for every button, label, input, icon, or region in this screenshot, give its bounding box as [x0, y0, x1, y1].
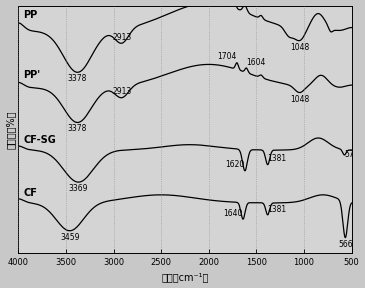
Text: PP': PP'	[23, 71, 40, 80]
Text: 3378: 3378	[68, 124, 87, 134]
Text: 1048: 1048	[290, 43, 309, 52]
Text: 566: 566	[338, 240, 353, 249]
Text: 1604: 1604	[246, 58, 266, 67]
Text: 3369: 3369	[69, 184, 88, 193]
Text: 1620: 1620	[226, 160, 245, 169]
Text: 3378: 3378	[68, 74, 87, 83]
Text: CF-SG: CF-SG	[23, 135, 56, 145]
Text: 1704: 1704	[218, 52, 237, 61]
Text: 1381: 1381	[268, 154, 287, 163]
Text: 1048: 1048	[290, 94, 309, 104]
X-axis label: 波数（cm⁻¹）: 波数（cm⁻¹）	[161, 272, 209, 283]
Text: 575: 575	[345, 150, 359, 160]
Text: PP: PP	[23, 10, 37, 20]
Text: 1620: 1620	[245, 0, 264, 4]
Y-axis label: 透光率（%）: 透光率（%）	[5, 110, 16, 149]
Text: 1640: 1640	[224, 209, 243, 218]
Text: 2913: 2913	[112, 87, 131, 96]
Text: 3459: 3459	[60, 233, 80, 242]
Text: 2913: 2913	[112, 33, 131, 42]
Text: CF: CF	[23, 187, 37, 198]
Text: 1381: 1381	[268, 204, 287, 213]
